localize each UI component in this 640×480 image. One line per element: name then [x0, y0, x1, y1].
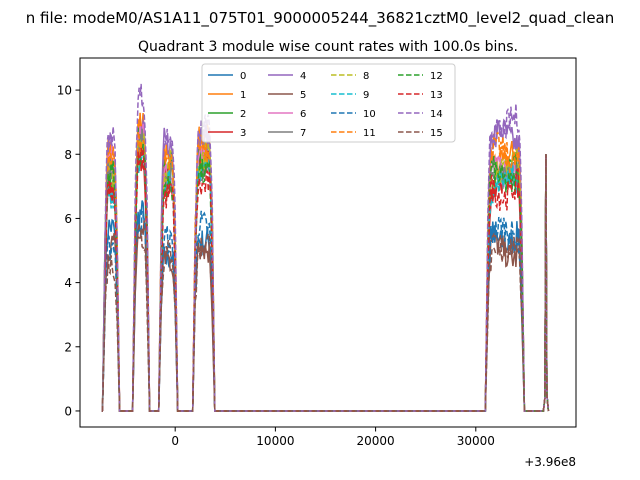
- x-tick-label: 0: [171, 434, 179, 448]
- plot-lines: [101, 83, 550, 412]
- series-line-15: [101, 154, 550, 412]
- x-tick-label: 20000: [357, 434, 395, 448]
- legend-label-1: 1: [240, 90, 246, 101]
- legend-label-12: 12: [430, 71, 443, 82]
- x-offset-text: +3.96e8: [524, 455, 576, 469]
- legend-label-15: 15: [430, 128, 443, 139]
- legend-box: [201, 63, 456, 143]
- legend-label-10: 10: [363, 109, 376, 120]
- series-line-13: [101, 147, 550, 412]
- legend-label-13: 13: [430, 90, 443, 101]
- axes-title: Quadrant 3 module wise count rates with …: [138, 39, 518, 55]
- y-tick-label: 6: [64, 212, 72, 226]
- axes-frame: [79, 57, 577, 428]
- y-tick-label: 10: [57, 84, 72, 98]
- x-tick-label: 10000: [256, 434, 294, 448]
- legend-label-5: 5: [300, 90, 306, 101]
- y-tick-label: 2: [64, 340, 72, 354]
- y-tick-label: 4: [64, 276, 72, 290]
- y-tick-label: 0: [64, 404, 72, 418]
- legend-label-4: 4: [300, 71, 306, 82]
- legend-label-7: 7: [300, 128, 306, 139]
- x-axis: 0 10000 20000 30000: [171, 427, 495, 448]
- legend-label-14: 14: [430, 109, 443, 120]
- legend-label-3: 3: [240, 128, 246, 139]
- series-line-14: [101, 83, 550, 412]
- y-axis: 0 2 4 6 8 10: [57, 84, 80, 418]
- legend-label-11: 11: [363, 128, 376, 139]
- legend-label-0: 0: [240, 71, 246, 82]
- legend-label-6: 6: [300, 109, 306, 120]
- x-tick-label: 30000: [457, 434, 495, 448]
- legend-label-2: 2: [240, 109, 246, 120]
- y-tick-label: 8: [64, 148, 72, 162]
- legend-label-9: 9: [363, 90, 369, 101]
- legend-label-8: 8: [363, 71, 369, 82]
- figure-suptitle: n file: modeM0/AS1A11_075T01_9000005244_…: [26, 9, 615, 28]
